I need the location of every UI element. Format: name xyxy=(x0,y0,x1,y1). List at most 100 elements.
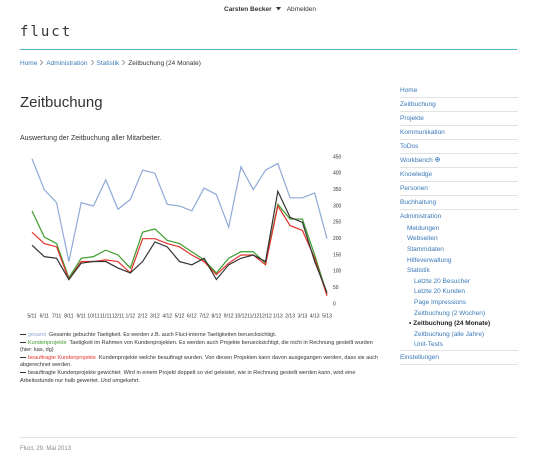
nav-item[interactable]: Unit-Tests xyxy=(414,341,443,349)
x-tick-label: 12/12 xyxy=(259,313,272,319)
x-tick-label: 6/12 xyxy=(187,313,197,319)
y-tick-label: 350 xyxy=(333,187,342,193)
breadcrumb-separator xyxy=(122,59,126,67)
x-tick-label: 5/13 xyxy=(322,313,332,319)
nav-item[interactable]: Page Impressions xyxy=(414,298,467,306)
nav-item[interactable]: Statistik xyxy=(407,267,430,275)
legend-entry: beauftragte Kundenprojekte gewichtet Wird… xyxy=(20,370,380,385)
nav-item[interactable]: Hilfeverwaltung xyxy=(407,256,452,264)
series-line xyxy=(31,189,328,293)
nav-item[interactable]: Personen xyxy=(400,182,518,196)
legend-dash xyxy=(20,356,26,358)
x-tick-label: 10/11 xyxy=(87,313,99,319)
x-tick-label: 2/12 xyxy=(138,313,148,319)
logout-link[interactable]: Abmelden xyxy=(286,6,316,13)
x-tick-label: 4/12 xyxy=(162,313,172,319)
legend-description: Wird in einem Projekt doppelt so viel ge… xyxy=(20,369,356,384)
legend-name: Kundenprojekte xyxy=(28,339,67,346)
nav-item[interactable]: Kommunikation xyxy=(400,126,518,140)
footer-rule xyxy=(20,437,517,438)
x-tick-label: 1/12 xyxy=(125,313,135,319)
legend-name: beauftragte Kundenprojekte xyxy=(28,354,96,361)
breadcrumb-item: Zeitbuchung (24 Monate) xyxy=(128,60,201,67)
legend-dash xyxy=(20,372,26,374)
workbench-icon xyxy=(434,157,440,162)
nav-item[interactable]: Zeitbuchung (24 Monate) xyxy=(400,318,518,329)
x-tick-label: 6/11 xyxy=(40,313,50,319)
page-subtitle: Auswertung der Zeitbuchung aller Mitarbe… xyxy=(20,135,162,142)
legend-entry: Kundenprojekte Taetigkeit im Rahmen von K… xyxy=(20,340,380,355)
x-tick-label: 11/11 xyxy=(100,313,112,319)
user-menu[interactable]: Carsten Becker xyxy=(224,6,272,13)
legend-name: beauftragte Kundenprojekte gewichtet xyxy=(28,369,121,376)
breadcrumb: Home Administration Statistik Zeitbuchung (… xyxy=(20,59,201,67)
user-bar: Carsten Becker Abmelden xyxy=(0,6,540,13)
breadcrumb-separator xyxy=(90,59,95,67)
x-tick-label: 5/12 xyxy=(175,313,185,319)
x-tick-label: 12/11 xyxy=(112,313,124,319)
x-tick-label: 10/12 xyxy=(235,313,248,319)
x-tick-label: 2/13 xyxy=(285,313,295,319)
nav-group: Meldungen Webseiten Stammdaten Hilfeverwalt… xyxy=(400,223,518,352)
nav-item[interactable]: ToDos xyxy=(400,140,518,154)
legend-entry: beauftragte Kundenprojekte Kundenprojekte… xyxy=(20,355,380,370)
y-tick-label: 300 xyxy=(333,203,342,209)
breadcrumb-item[interactable]: Statistik xyxy=(96,60,120,67)
x-tick-label: 7/11 xyxy=(52,313,62,319)
nav-item[interactable]: Projekte xyxy=(400,112,518,126)
nav-item[interactable]: Knowledge xyxy=(400,168,518,182)
nav-item[interactable]: Workbench xyxy=(400,154,518,168)
nav-item[interactable]: Zeitbuchung (2 Wochen) xyxy=(414,309,486,317)
x-tick-label: 8/11 xyxy=(64,313,74,319)
x-tick-label: 4/13 xyxy=(310,313,320,319)
nav-item[interactable]: Stammdaten xyxy=(407,245,444,253)
sidebar-nav: Home Zeitbuchung Projekte Kommunikation ToDo… xyxy=(400,84,518,366)
nav-item[interactable]: Zeitbuchung (alle Jahre) xyxy=(414,330,485,338)
legend-dash xyxy=(20,334,26,336)
y-tick-label: 0 xyxy=(333,301,336,307)
dropdown-icon[interactable] xyxy=(275,7,281,11)
series-line xyxy=(31,203,328,295)
x-tick-label: 7/12 xyxy=(199,313,209,319)
nav-item[interactable]: Meldungen xyxy=(407,224,440,232)
footer: Fluct, 29. Mai 2013 xyxy=(20,446,72,452)
nav-item[interactable]: Home xyxy=(400,84,518,98)
legend-description: Taetigkeit im Rahmen von Kundenprojekten… xyxy=(20,339,373,354)
legend-dash xyxy=(20,341,26,343)
nav-item[interactable]: Letzte 20 Kunden xyxy=(414,288,465,296)
logo[interactable]: fluct xyxy=(20,24,73,40)
page-title: Zeitbuchung xyxy=(20,94,103,111)
series-line xyxy=(31,158,328,262)
nav-item[interactable]: Administration xyxy=(400,213,442,220)
series-line xyxy=(31,204,328,297)
header-rule xyxy=(20,49,517,50)
y-tick-label: 100 xyxy=(333,269,342,275)
nav-item[interactable]: Zeitbuchung xyxy=(400,98,518,112)
breadcrumb-separator xyxy=(40,59,44,67)
x-tick-label: 9/11 xyxy=(76,313,86,319)
x-tick-label: 11/12 xyxy=(247,313,259,319)
x-tick-label: 5/11 xyxy=(27,313,37,319)
nav-item[interactable]: Buchhaltung xyxy=(400,196,518,210)
breadcrumb-item[interactable]: Home xyxy=(20,60,38,67)
legend-description: Gesamte gebuchte Taetigkeit. Es werden z… xyxy=(49,332,277,338)
legend-entry: gesamt Gesamte gebuchte Taetigkeit. Es we… xyxy=(20,332,380,340)
legend-name: gesamt xyxy=(28,332,47,338)
breadcrumb-item[interactable]: Administration xyxy=(46,60,88,67)
y-tick-label: 250 xyxy=(333,220,342,226)
nav-group: Letzte 20 Besucher Letzte 20 Kunden Page I… xyxy=(400,276,518,350)
legend-description: Kundenprojekte welche beauftragt wurden.… xyxy=(20,354,379,369)
y-tick-label: 200 xyxy=(333,236,342,242)
nav-item[interactable]: Webseiten xyxy=(407,235,438,243)
x-tick-label: 3/13 xyxy=(298,313,308,319)
x-tick-label: 9/12 xyxy=(224,313,234,319)
x-tick-label: 8/12 xyxy=(212,313,222,319)
legend: gesamt Gesamte gebuchte Taetigkeit. Es we… xyxy=(20,332,380,385)
y-tick-label: 150 xyxy=(333,252,342,258)
nav-item[interactable]: Letzte 20 Besucher xyxy=(414,277,471,285)
nav-item[interactable]: Einstellungen xyxy=(400,351,518,366)
y-tick-label: 50 xyxy=(333,285,339,291)
x-tick-label: 3/12 xyxy=(150,313,160,319)
